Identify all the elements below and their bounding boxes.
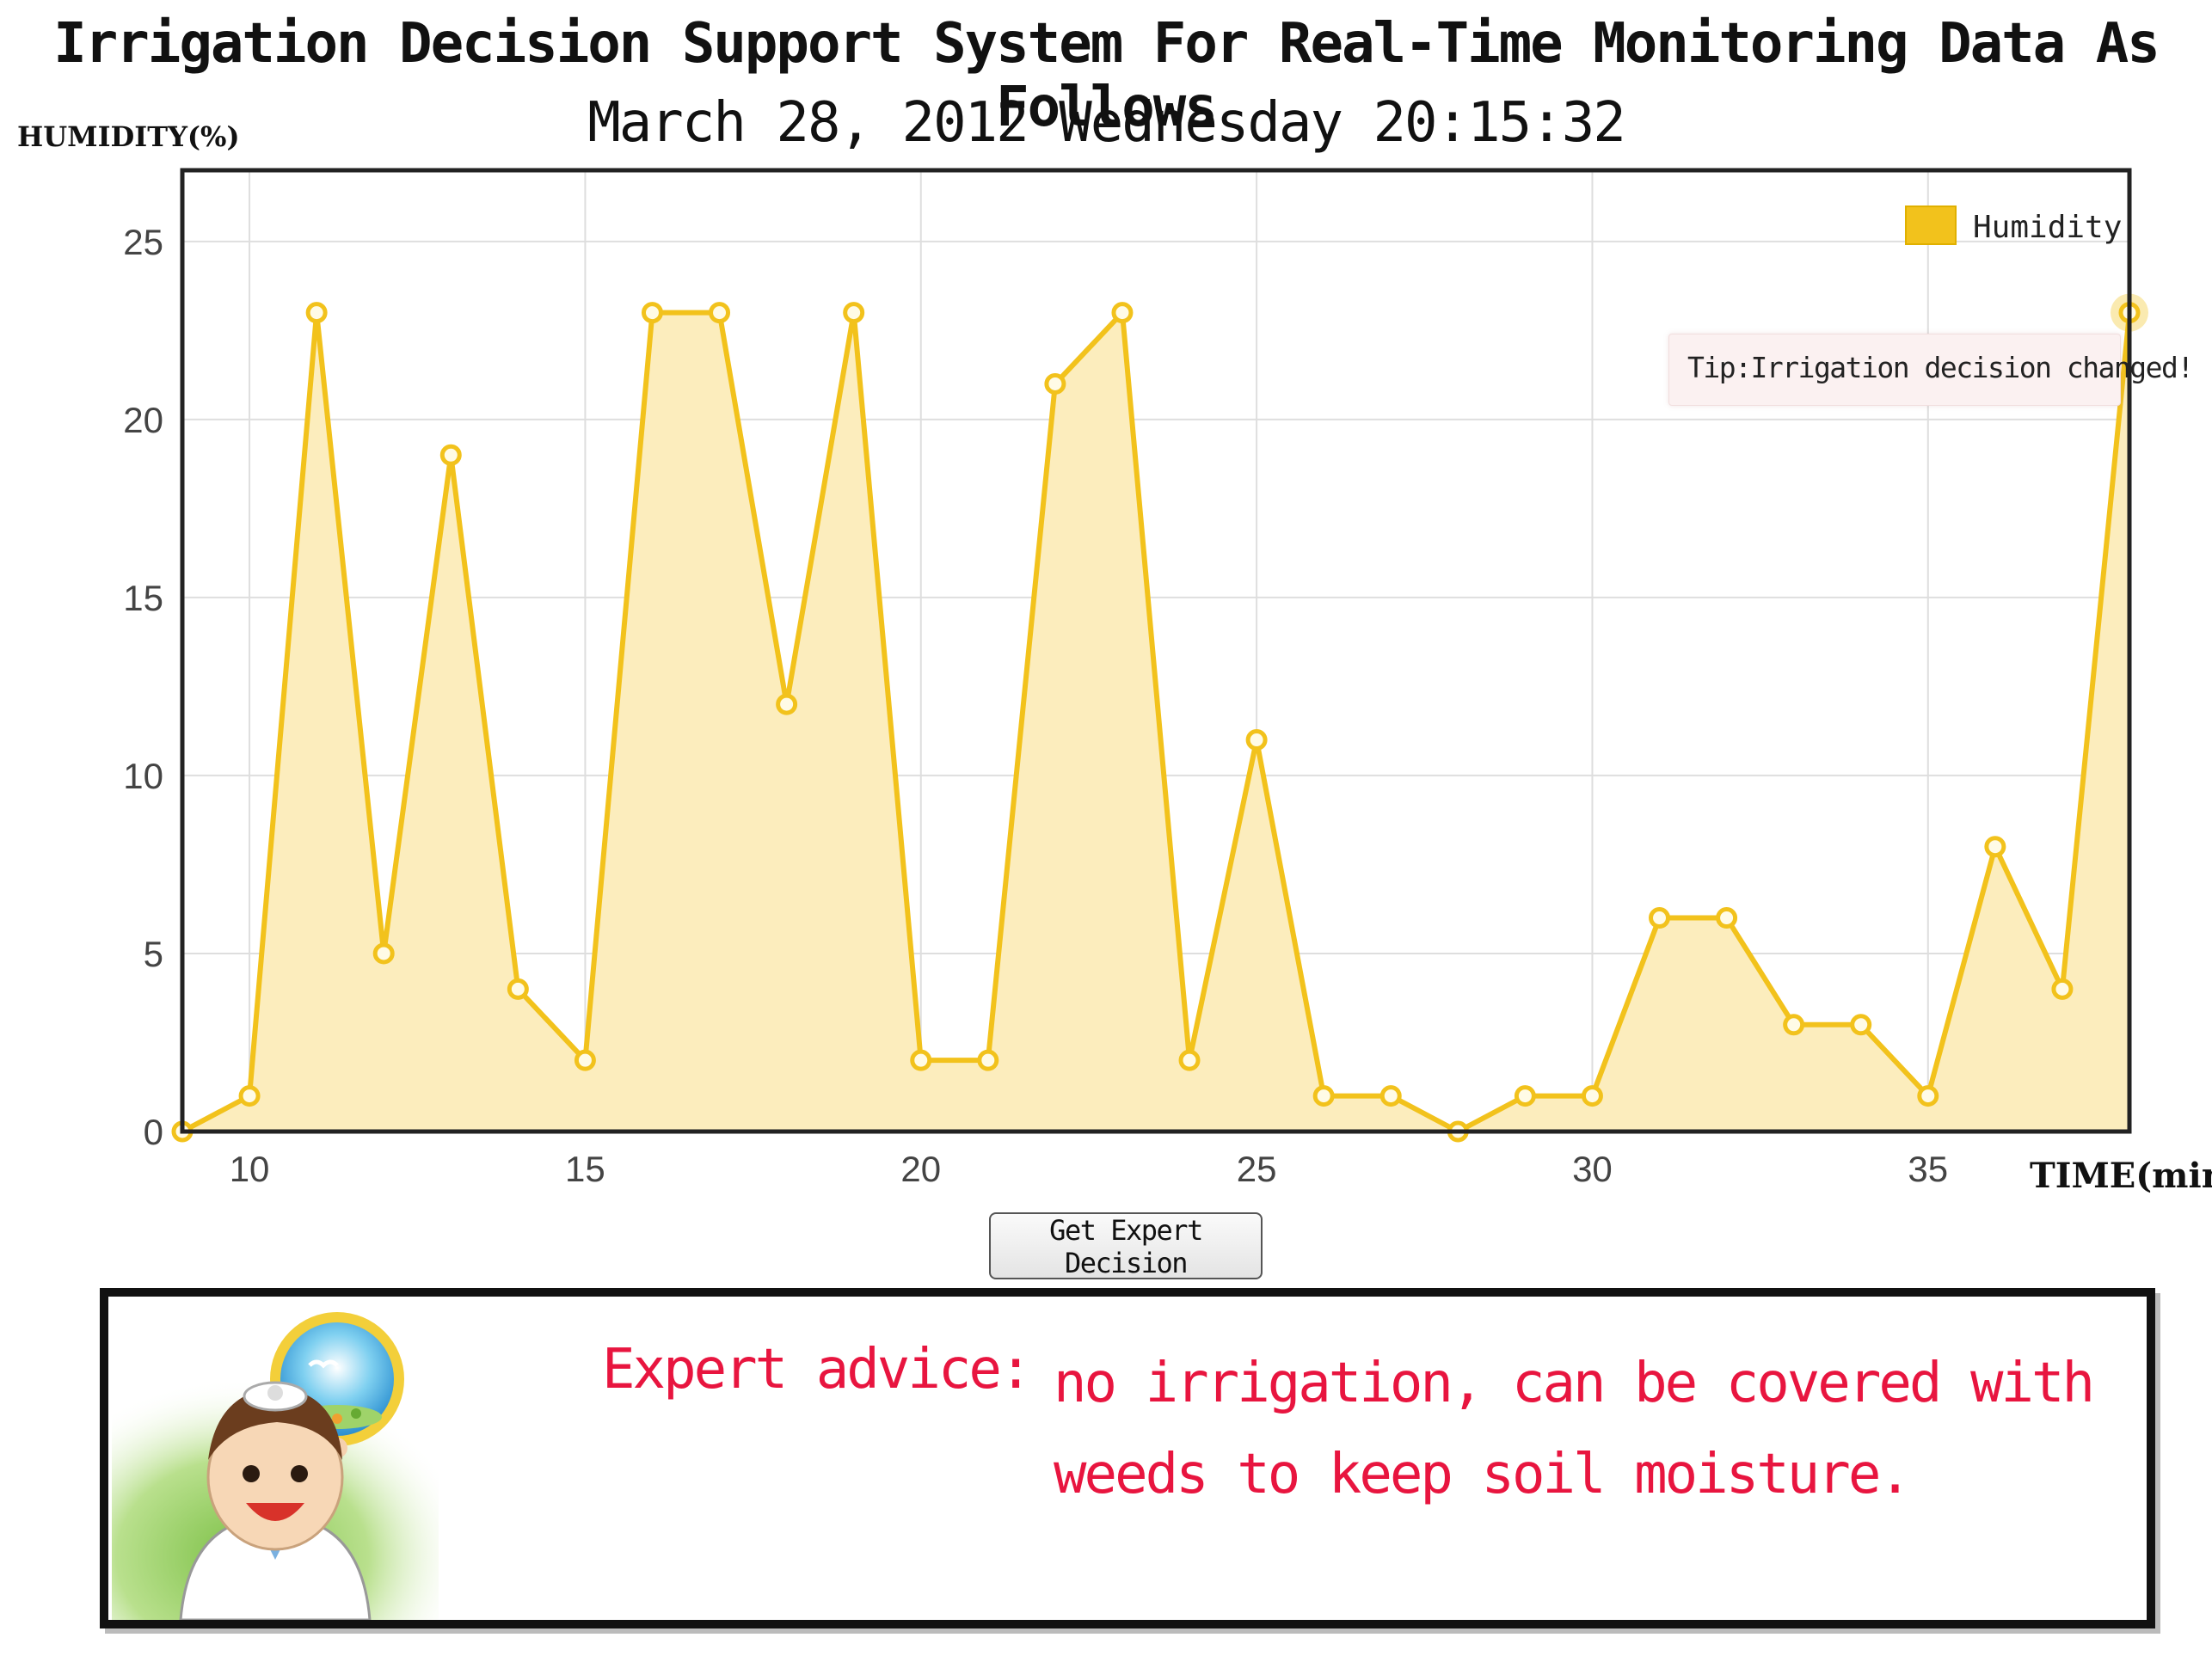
expert-advice-panel — [100, 1288, 2155, 1628]
data-point — [1245, 729, 1268, 751]
x-tick-label: 35 — [1908, 1149, 1948, 1189]
data-point — [1312, 1085, 1335, 1107]
y-tick-label: 10 — [123, 756, 163, 796]
data-point — [372, 942, 395, 965]
get-expert-decision-button[interactable]: Get Expert Decision — [989, 1212, 1263, 1279]
legend: Humidity — [1905, 205, 2122, 245]
legend-label: Humidity — [1973, 210, 2122, 245]
x-tick-label: 10 — [230, 1149, 270, 1189]
data-point — [1514, 1085, 1536, 1107]
data-point — [2051, 978, 2074, 1000]
data-point — [574, 1049, 596, 1071]
data-point — [1581, 1085, 1603, 1107]
data-point — [1178, 1049, 1201, 1071]
legend-swatch — [1905, 205, 1957, 245]
axes: 0 5 10 15 20 25 10 15 20 25 30 35 — [123, 168, 2132, 1189]
data-point — [1379, 1085, 1402, 1107]
x-tick-label: 30 — [1572, 1149, 1613, 1189]
data-point — [238, 1085, 261, 1107]
y-tick-label: 25 — [123, 222, 163, 262]
humidity-chart: 0 5 10 15 20 25 10 15 20 25 30 35 Humidity — [123, 168, 2148, 1189]
data-point — [910, 1049, 932, 1071]
data-point — [305, 302, 328, 324]
datetime-subtitle: March 28, 2012 Wednesday 20:15:32 — [587, 91, 1626, 155]
y-axis-label: HUMIDITY(%) — [17, 120, 240, 153]
data-point — [977, 1049, 999, 1071]
data-point — [641, 302, 663, 324]
y-tick-label: 15 — [123, 578, 163, 618]
data-point — [1850, 1014, 1872, 1036]
doctor-illustration-icon — [112, 1312, 439, 1620]
data-point — [1917, 1085, 1939, 1107]
data-point — [709, 302, 731, 324]
expert-advice-label: Expert advice: — [602, 1338, 1032, 1401]
x-tick-label: 25 — [1237, 1149, 1277, 1189]
humidity-area — [182, 312, 2129, 1132]
data-point — [776, 693, 798, 715]
data-point — [1111, 302, 1134, 324]
y-tick-label: 0 — [144, 1112, 163, 1152]
data-point — [1649, 907, 1671, 929]
page-title: Irrigation Decision Support System For R… — [53, 12, 2160, 139]
data-point — [843, 302, 865, 324]
data-point — [1783, 1014, 1805, 1036]
data-point — [507, 978, 529, 1000]
expert-advice-text: no irrigation, can be covered with weeds… — [1054, 1352, 2095, 1506]
x-axis-label: TIME(min) — [2030, 1156, 2212, 1196]
plot-frame — [180, 168, 2132, 1134]
y-tick-label: 5 — [144, 934, 163, 974]
data-point — [439, 444, 462, 466]
x-tick-label: 15 — [565, 1149, 605, 1189]
data-point — [1716, 907, 1738, 929]
y-tick-label: 20 — [123, 400, 163, 440]
humidity-line — [181, 310, 2132, 1134]
x-tick-label: 20 — [900, 1149, 941, 1189]
tip-tooltip — [1668, 334, 2121, 406]
data-point — [1044, 372, 1066, 395]
data-point — [1984, 836, 2006, 858]
tip-text: Tip:Irrigation decision changed! — [1687, 351, 2194, 384]
